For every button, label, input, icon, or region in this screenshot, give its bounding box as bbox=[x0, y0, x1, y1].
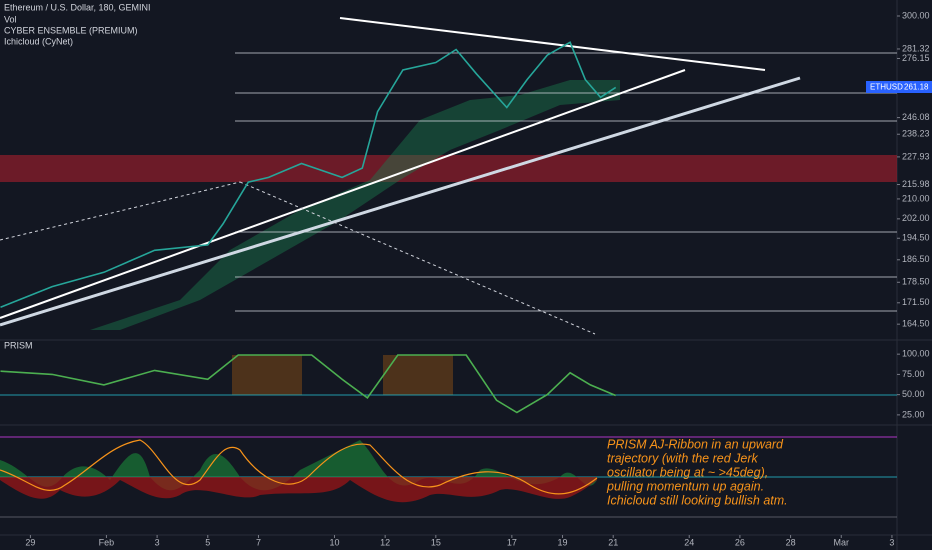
ichimoku-cloud bbox=[90, 80, 620, 330]
y-tick-label: 300.00 bbox=[902, 10, 930, 20]
x-tick-label: 26 bbox=[735, 537, 745, 547]
y-tick-label: 171.50 bbox=[902, 297, 930, 307]
y-tick-label: 50.00 bbox=[902, 389, 925, 399]
y-tick-label: 276.15 bbox=[902, 53, 930, 63]
annotation-line: trajectory (with the red Jerk bbox=[607, 451, 758, 465]
prism-zone bbox=[383, 355, 453, 395]
legend: Ethereum / U.S. Dollar, 180, GEMINI Vol … bbox=[4, 2, 151, 46]
y-tick-label: 178.50 bbox=[902, 277, 930, 287]
y-tick-label: 194.50 bbox=[902, 233, 930, 243]
annotation-line: Ichicloud still looking bullish atm. bbox=[607, 493, 788, 507]
annotation: PRISM AJ-Ribbon in an upward trajectory … bbox=[606, 437, 788, 507]
trend-line bbox=[0, 76, 801, 327]
x-tick-label: 29 bbox=[25, 537, 35, 547]
resistance-band bbox=[0, 155, 897, 182]
x-tick-label: 15 bbox=[431, 537, 441, 547]
series-line bbox=[0, 354, 617, 414]
x-tick-label: 3 bbox=[155, 537, 160, 547]
y-tick-label: 246.08 bbox=[902, 112, 930, 122]
y-tick-label: 281.32 bbox=[902, 43, 930, 53]
x-tick-label: 5 bbox=[205, 537, 210, 547]
x-tick-label: 17 bbox=[507, 537, 517, 547]
x-tick-label: 7 bbox=[256, 537, 261, 547]
y-tick-label: 164.50 bbox=[902, 319, 930, 329]
trend-line bbox=[339, 17, 766, 71]
price-badge bbox=[866, 81, 932, 93]
y-tick-label: 238.23 bbox=[902, 129, 930, 139]
x-tick-label: 12 bbox=[380, 537, 390, 547]
y-tick-label: 227.93 bbox=[902, 151, 930, 161]
x-tick-label: Mar bbox=[834, 537, 850, 547]
x-tick-label: 24 bbox=[684, 537, 694, 547]
drawn-levels bbox=[235, 52, 897, 312]
badge-price: 261.18 bbox=[904, 83, 929, 92]
y-tick-label: 186.50 bbox=[902, 254, 930, 264]
y-tick-label: 215.98 bbox=[902, 179, 930, 189]
x-tick-label: Feb bbox=[99, 537, 115, 547]
badge-symbol: ETHUSD bbox=[870, 83, 903, 92]
series-line bbox=[0, 41, 617, 309]
x-tick-label: 10 bbox=[329, 537, 339, 547]
y-tick-label: 100.00 bbox=[902, 349, 930, 359]
annotation-line: PRISM AJ-Ribbon in an upward bbox=[607, 437, 784, 451]
ribbon-fill bbox=[0, 477, 597, 503]
y-tick-label: 210.00 bbox=[902, 193, 930, 203]
trend-line bbox=[239, 181, 596, 335]
annotation-line: pulling momentum up again. bbox=[606, 479, 764, 493]
annotation-line: oscillator being at ~ >45deg), bbox=[607, 465, 768, 479]
y-tick-label: 25.00 bbox=[902, 409, 925, 419]
trend-line bbox=[0, 69, 686, 319]
x-tick-label: 3 bbox=[889, 537, 894, 547]
indicator-name: Ichicloud (CyNet) bbox=[4, 36, 73, 46]
indicator-name: CYBER ENSEMBLE (PREMIUM) bbox=[4, 25, 138, 35]
symbol-title: Ethereum / U.S. Dollar, 180, GEMINI bbox=[4, 2, 151, 12]
x-tick-label: 21 bbox=[608, 537, 618, 547]
pane-title: PRISM bbox=[4, 340, 33, 350]
ribbon-line bbox=[0, 439, 598, 495]
y-tick-label: 202.00 bbox=[902, 213, 930, 223]
indicator-name: Vol bbox=[4, 14, 17, 24]
x-tick-label: 19 bbox=[558, 537, 568, 547]
trend-line bbox=[0, 181, 241, 241]
prism-zone bbox=[232, 355, 302, 395]
x-tick-label: 28 bbox=[786, 537, 796, 547]
y-tick-label: 75.00 bbox=[902, 369, 925, 379]
